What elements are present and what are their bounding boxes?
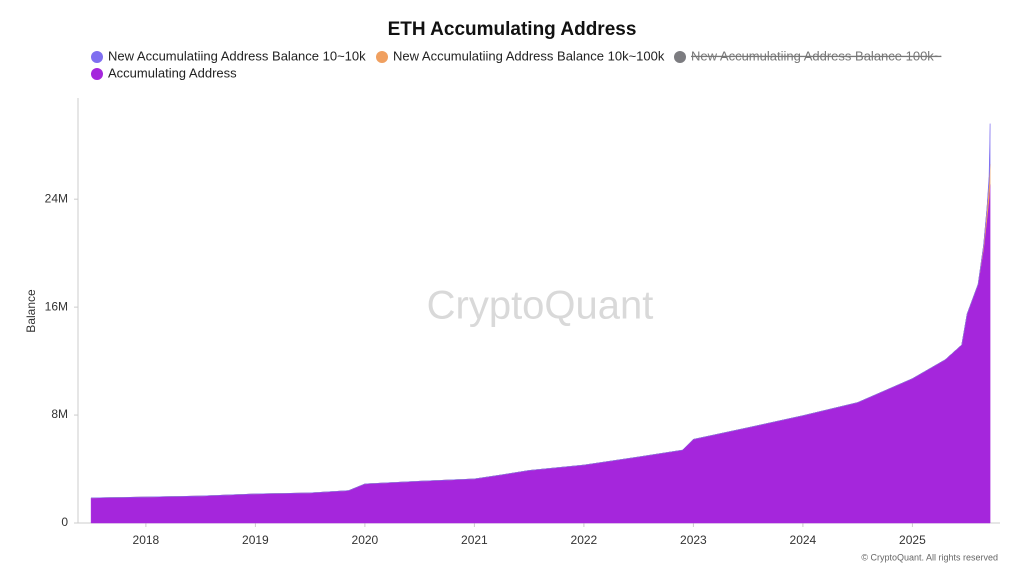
x-tick-label: 2020 — [352, 533, 379, 547]
chart-title: ETH Accumulating Address — [388, 19, 637, 40]
legend-label: New Accumulatiing Address Balance 100k~ — [691, 48, 942, 63]
area — [91, 123, 991, 499]
y-tick-label: 24M — [45, 191, 68, 205]
area — [90, 184, 991, 524]
legend-label: New Accumulatiing Address Balance 10~10k — [108, 48, 366, 63]
legend-label: Accumulating Address — [108, 65, 237, 80]
legend-marker — [376, 51, 388, 63]
x-tick-label: 2019 — [242, 533, 269, 547]
y-tick-label: 0 — [61, 515, 68, 529]
x-tick-label: 2021 — [461, 533, 488, 547]
legend-label: New Accumulatiing Address Balance 10k~10… — [393, 48, 665, 63]
x-tick-label: 2018 — [133, 533, 160, 547]
watermark: CryptoQuant — [427, 284, 654, 328]
x-tick-label: 2023 — [680, 533, 707, 547]
x-tick-label: 2022 — [571, 533, 598, 547]
legend-marker — [674, 51, 686, 63]
x-tick-label: 2025 — [899, 533, 926, 547]
y-axis-label: Balance — [24, 289, 38, 333]
x-tick-label: 2024 — [790, 533, 817, 547]
legend-marker — [91, 51, 103, 63]
y-tick-label: 8M — [51, 407, 68, 421]
legend-marker — [91, 68, 103, 80]
y-tick-label: 16M — [45, 299, 68, 313]
copyright: © CryptoQuant. All rights reserved — [861, 552, 998, 562]
